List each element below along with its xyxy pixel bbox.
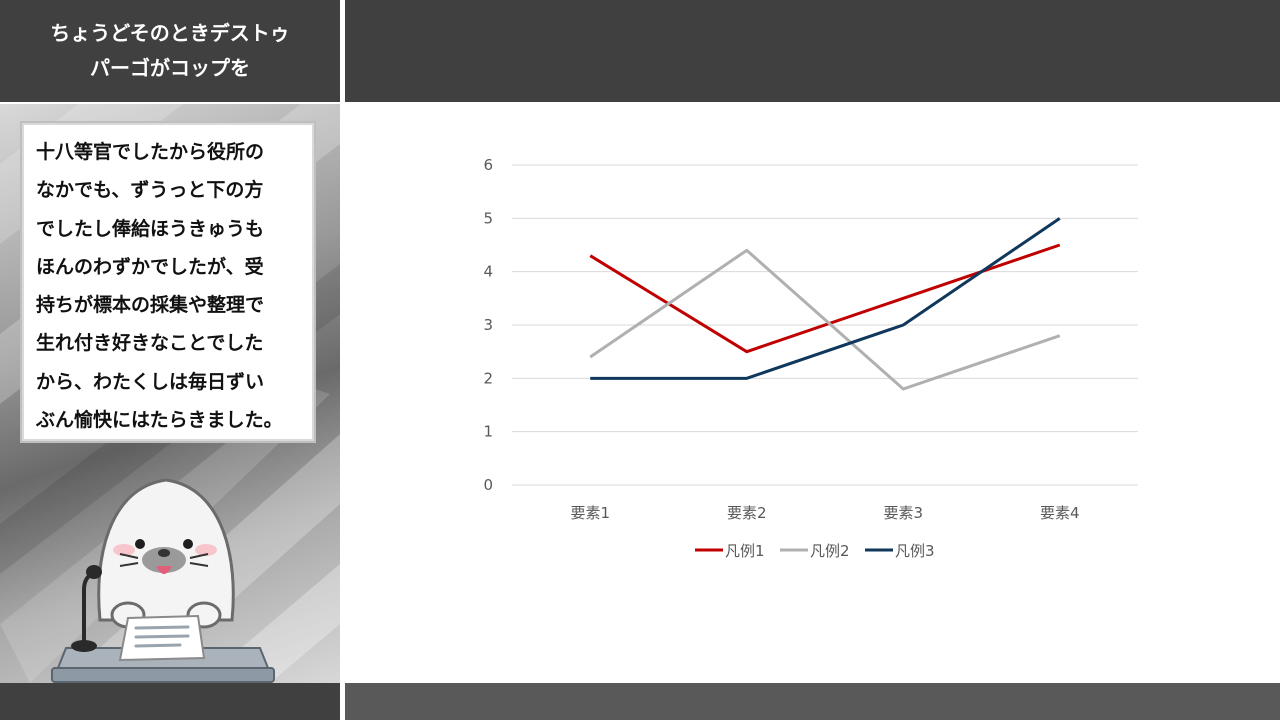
y-tick-label: 4: [483, 263, 493, 281]
title-line-2: パーゴがコップを: [90, 56, 250, 80]
legend-label: 凡例2: [810, 542, 850, 560]
y-tick-label: 6: [483, 156, 493, 174]
quote-line: でしたし俸給ほうきゅうも: [36, 217, 265, 240]
legend-label: 凡例3: [895, 542, 935, 560]
quote-line: 十八等官でしたから役所の: [36, 141, 265, 163]
quote-line: 持ちが標本の採集や整理で: [36, 294, 265, 317]
quote-box: 十八等官でしたから役所の なかでも、ずうっと下の方 でしたし俸給ほうきゅうも ほ…: [22, 123, 314, 441]
series-line: [589, 243, 1061, 354]
quote-line: なかでも、ずうっと下の方: [36, 179, 264, 202]
footer-band-right: [345, 683, 1280, 720]
seal-at-microphone-icon: [51, 478, 275, 683]
title-box: ちょうどそのときデストゥ パーゴがコップを: [0, 0, 340, 102]
quote-line: ぶん愉快にはたらきました。: [36, 409, 283, 432]
legend-label: 凡例1: [725, 542, 765, 560]
y-tick-label: 3: [483, 316, 493, 334]
footer-band-left: [0, 683, 340, 720]
y-tick-label: 0: [483, 476, 493, 494]
y-tick-label: 2: [483, 369, 493, 387]
x-tick-label: 要素4: [1040, 504, 1080, 522]
x-tick-label: 要素2: [727, 504, 767, 522]
y-tick-label: 1: [483, 423, 493, 441]
line-chart: 0 1 2 3 4 5 6 要素1 要素2 要素3 要素4 凡例1 凡例2 凡例3: [483, 156, 1138, 560]
quote-line: から、わたくしは毎日ずい: [36, 370, 265, 393]
x-tick-label: 要素1: [570, 504, 610, 522]
chart-area: 0 1 2 3 4 5 6 要素1 要素2 要素3 要素4 凡例1 凡例2 凡例3: [345, 104, 1280, 683]
series-line: [590, 217, 1061, 380]
x-tick-label: 要素3: [883, 504, 923, 522]
series-line: [589, 248, 1061, 391]
title-line-1: ちょうどそのときデストゥ: [50, 21, 290, 45]
quote-line: 生れ付き好きなことでした: [36, 332, 264, 355]
header-band: [345, 0, 1280, 102]
quote-line: ほんのわずかでしたが、受: [36, 255, 264, 278]
y-tick-label: 5: [483, 209, 493, 227]
